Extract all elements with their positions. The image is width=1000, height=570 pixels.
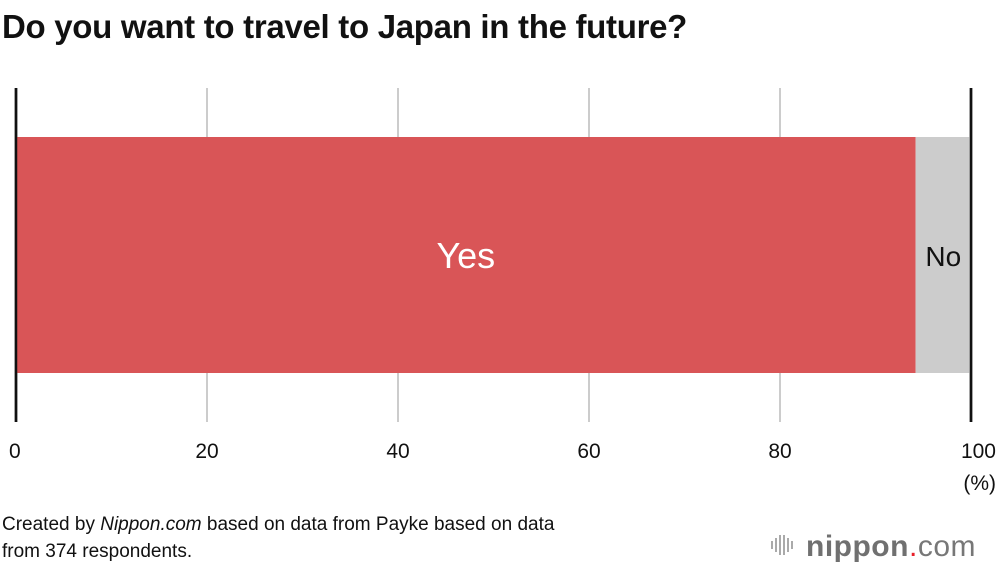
x-tick-label: 0 <box>9 440 21 463</box>
x-unit-label: (%) <box>963 472 996 495</box>
soundwave-icon <box>771 535 793 555</box>
x-tick-label: 60 <box>577 440 600 463</box>
footer-prefix: Created by <box>2 514 101 535</box>
x-tick-label: 40 <box>386 440 409 463</box>
footer-line2: from 374 respondents. <box>2 541 193 562</box>
nippon-logo: nippon.com <box>770 530 976 564</box>
bar-no <box>915 137 971 373</box>
source-note: Created by Nippon.com based on data from… <box>2 511 554 565</box>
chart: 0 20 40 60 80 100 (%) Yes No <box>9 88 996 495</box>
chart-title: Do you want to travel to Japan in the fu… <box>2 8 688 45</box>
bar-label-no: No <box>925 241 961 272</box>
bar-label-yes: Yes <box>436 235 495 276</box>
x-tick-label: 20 <box>195 440 218 463</box>
footer-rest: based on data from Payke based on data <box>201 514 555 535</box>
x-tick-label: 100 <box>961 440 996 463</box>
bar-yes <box>16 137 916 373</box>
x-tick-label: 80 <box>768 440 791 463</box>
footer-source: Nippon.com <box>100 514 202 535</box>
